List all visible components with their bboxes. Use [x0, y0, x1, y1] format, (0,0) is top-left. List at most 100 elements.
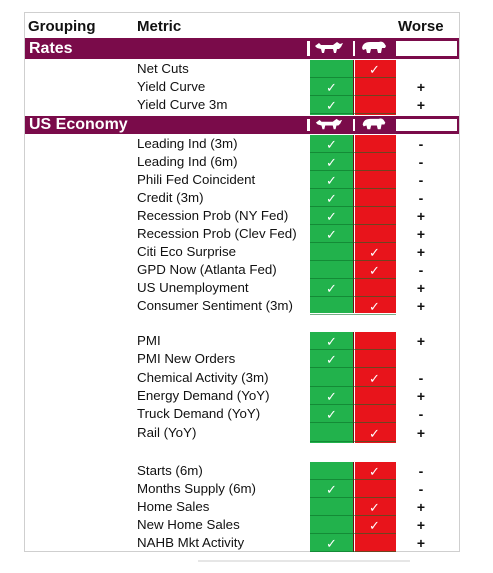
- check-icon: ✓: [369, 464, 380, 479]
- cell-divider: [310, 296, 396, 297]
- table-row: Phili Fed Coincident ✓ -: [25, 171, 459, 189]
- metric-label: Chemical Activity (3m): [137, 370, 269, 385]
- metric-label: Starts (6m): [137, 463, 203, 478]
- check-icon: ✓: [369, 518, 380, 533]
- cell-divider: [310, 224, 396, 225]
- check-icon: ✓: [326, 98, 337, 113]
- cell-divider: [310, 170, 396, 171]
- cell-divider: [310, 314, 396, 315]
- bear-icon: [359, 39, 389, 62]
- cell-divider: [310, 260, 396, 261]
- metric-label: Credit (3m): [137, 190, 204, 205]
- worse-indicator: -: [418, 172, 424, 188]
- table-row: New Home Sales ✓ +: [25, 516, 459, 534]
- worse-indicator: -: [418, 136, 424, 152]
- metric-label: Energy Demand (YoY): [137, 388, 270, 403]
- cell-divider: [310, 441, 396, 442]
- check-icon: ✓: [369, 245, 380, 260]
- table-row: Citi Eco Surprise ✓ +: [25, 243, 459, 261]
- cell-divider: [310, 551, 396, 552]
- worse-indicator: +: [416, 388, 426, 404]
- table-row: Yield Curve ✓ +: [25, 78, 459, 96]
- table-row: Recession Prob (NY Fed) ✓ +: [25, 207, 459, 225]
- check-icon: ✓: [326, 407, 337, 422]
- header-worse: Worse: [398, 18, 444, 35]
- worse-indicator: +: [416, 298, 426, 314]
- metric-label: Consumer Sentiment (3m): [137, 298, 293, 313]
- cell-divider: [310, 479, 396, 480]
- table-row: Leading Ind (6m) ✓ -: [25, 153, 459, 171]
- metric-label: Home Sales: [137, 499, 210, 514]
- table-row: PMI New Orders ✓: [25, 350, 459, 368]
- table-row: Rail (YoY) ✓ +: [25, 424, 459, 442]
- metric-label: GPD Now (Atlanta Fed): [137, 262, 277, 277]
- cell-divider: [310, 386, 396, 387]
- table-row: Truck Demand (YoY) ✓ -: [25, 405, 459, 423]
- cell-divider: [310, 77, 396, 78]
- cell-divider: [310, 515, 396, 516]
- worse-indicator: -: [418, 481, 424, 497]
- check-icon: ✓: [326, 191, 337, 206]
- table-row: Credit (3m) ✓ -: [25, 189, 459, 207]
- check-icon: ✓: [326, 227, 337, 242]
- table-row: Recession Prob (Clev Fed) ✓ +: [25, 225, 459, 243]
- check-icon: ✓: [326, 352, 337, 367]
- section-band-rates: Rates: [25, 38, 459, 59]
- check-icon: ✓: [369, 263, 380, 278]
- cell-divider: [310, 113, 396, 114]
- metric-label: PMI: [137, 333, 161, 348]
- metric-label: Net Cuts: [137, 61, 189, 76]
- table-row: Consumer Sentiment (3m) ✓ +: [25, 297, 459, 315]
- header-grouping: Grouping: [28, 18, 96, 35]
- section-band-us-economy: US Economy: [25, 116, 459, 134]
- check-icon: ✓: [326, 482, 337, 497]
- worse-indicator: +: [416, 79, 426, 95]
- metric-label: Yield Curve: [137, 79, 206, 94]
- worse-indicator: -: [418, 406, 424, 422]
- check-icon: ✓: [326, 389, 337, 404]
- table-row: Energy Demand (YoY) ✓ +: [25, 387, 459, 405]
- worse-indicator: +: [416, 517, 426, 533]
- table-row: Chemical Activity (3m) ✓ -: [25, 369, 459, 387]
- check-icon: ✓: [326, 137, 337, 152]
- cell-divider: [310, 278, 396, 279]
- check-icon: ✓: [369, 371, 380, 386]
- divider: [198, 560, 410, 562]
- metric-label: PMI New Orders: [137, 351, 236, 366]
- metric-label: Rail (YoY): [137, 425, 197, 440]
- table-row: PMI ✓ +: [25, 332, 459, 350]
- check-icon: ✓: [326, 209, 337, 224]
- check-icon: ✓: [326, 281, 337, 296]
- cell-divider: [310, 188, 396, 189]
- table-row: NAHB Mkt Activity ✓ +: [25, 534, 459, 552]
- table-row: Leading Ind (3m) ✓ -: [25, 135, 459, 153]
- bull-icon: [313, 40, 345, 61]
- bear-column: [355, 60, 396, 115]
- bear-column: [355, 332, 396, 443]
- table-row: Yield Curve 3m ✓ +: [25, 96, 459, 114]
- cell-divider: [310, 95, 396, 96]
- cell-divider: [310, 533, 396, 534]
- metric-label: New Home Sales: [137, 517, 240, 532]
- check-icon: ✓: [369, 299, 380, 314]
- bull-column: [310, 462, 353, 552]
- table-row: US Unemployment ✓ +: [25, 279, 459, 297]
- check-icon: ✓: [326, 155, 337, 170]
- metric-label: Yield Curve 3m: [137, 97, 228, 112]
- check-icon: ✓: [326, 334, 337, 349]
- check-icon: ✓: [369, 500, 380, 515]
- worse-indicator: -: [418, 190, 424, 206]
- cell-divider: [310, 349, 396, 350]
- cell-divider: [310, 206, 396, 207]
- metric-label: Truck Demand (YoY): [137, 406, 261, 421]
- bull-column: [310, 60, 353, 115]
- check-icon: ✓: [326, 173, 337, 188]
- worse-indicator: +: [416, 244, 426, 260]
- worse-indicator: -: [418, 154, 424, 170]
- worse-indicator: +: [416, 425, 426, 441]
- cell-divider: [310, 404, 396, 405]
- check-icon: ✓: [369, 62, 380, 77]
- metric-label: NAHB Mkt Activity: [137, 535, 245, 550]
- worse-indicator: +: [416, 333, 426, 349]
- bull-column: [310, 332, 353, 443]
